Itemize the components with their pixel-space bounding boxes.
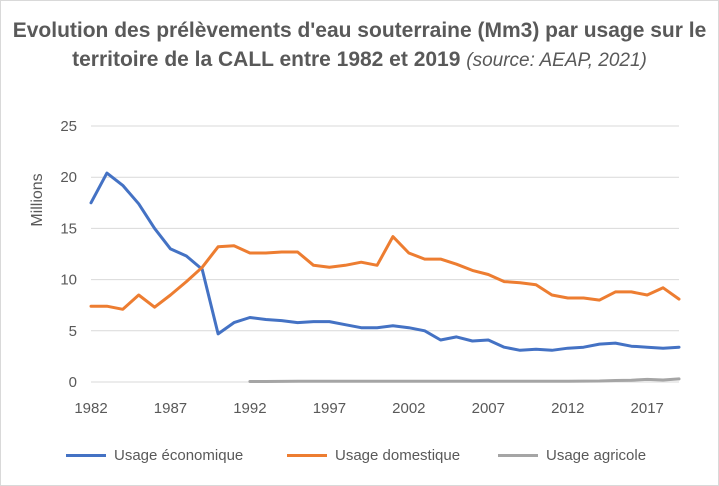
y-axis-label: Millions bbox=[29, 173, 46, 226]
legend-label: Usage agricole bbox=[546, 446, 647, 464]
y-tick-label: 10 bbox=[60, 272, 77, 289]
legend-item-2: Usage agricole bbox=[498, 443, 646, 467]
x-tick-label: 2012 bbox=[551, 400, 584, 417]
y-tick-label: 5 bbox=[69, 323, 77, 340]
series-line-0 bbox=[89, 171, 681, 352]
series-line-2 bbox=[248, 377, 681, 383]
legend-label: Usage domestique bbox=[335, 446, 461, 464]
legend-swatch bbox=[287, 453, 327, 457]
legend-swatch bbox=[498, 453, 538, 457]
legend-swatch bbox=[66, 453, 106, 457]
legend-item-1: Usage domestique bbox=[287, 443, 460, 467]
legend-item-0: Usage économique bbox=[66, 443, 243, 467]
chart-title-text: Evolution des prélèvements d'eau souterr… bbox=[12, 19, 707, 71]
y-tick-label: 15 bbox=[60, 220, 77, 237]
chart-legend: Usage économique Usage domestique Usage ag… bbox=[0, 443, 719, 467]
series-line-1 bbox=[89, 235, 681, 311]
y-tick-label: 0 bbox=[69, 374, 77, 391]
chart-title-source: (source: AEAP, 2021) bbox=[466, 50, 647, 71]
x-tick-label: 2002 bbox=[392, 400, 425, 417]
x-tick-label: 1992 bbox=[233, 400, 266, 417]
x-tick-label: 1997 bbox=[313, 400, 346, 417]
x-tick-label: 2017 bbox=[631, 400, 664, 417]
legend-label: Usage économique bbox=[114, 446, 244, 464]
chart-title: Evolution des prélèvements d'eau souterr… bbox=[0, 16, 719, 75]
x-tick-label: 2007 bbox=[472, 400, 505, 417]
y-tick-label: 20 bbox=[60, 169, 77, 186]
x-tick-label: 1982 bbox=[74, 400, 107, 417]
y-tick-label: 25 bbox=[60, 118, 77, 135]
x-tick-label: 1987 bbox=[154, 400, 187, 417]
